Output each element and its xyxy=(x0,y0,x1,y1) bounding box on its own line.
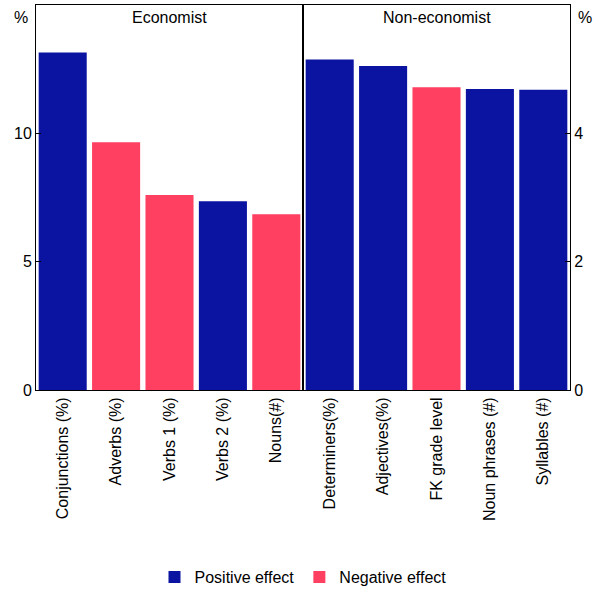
svg-text:4: 4 xyxy=(574,125,583,142)
svg-text:Noun phrases (#): Noun phrases (#) xyxy=(481,397,498,521)
svg-text:%: % xyxy=(14,9,28,26)
svg-text:Conjunctions (%): Conjunctions (%) xyxy=(54,397,71,519)
svg-text:0: 0 xyxy=(574,382,583,399)
svg-text:Verbs 2 (%): Verbs 2 (%) xyxy=(214,397,231,481)
svg-text:Negative effect: Negative effect xyxy=(339,569,446,586)
svg-text:Verbs 1 (%): Verbs 1 (%) xyxy=(161,397,178,481)
svg-text:5: 5 xyxy=(23,253,32,270)
svg-text:%: % xyxy=(578,9,592,26)
svg-text:Syllables (#): Syllables (#) xyxy=(535,397,552,485)
svg-text:Positive effect: Positive effect xyxy=(195,569,295,586)
svg-text:Economist: Economist xyxy=(132,9,207,26)
svg-text:2: 2 xyxy=(574,253,583,270)
svg-text:10: 10 xyxy=(14,125,32,142)
svg-text:Non-economist: Non-economist xyxy=(383,9,491,26)
svg-text:0: 0 xyxy=(23,382,32,399)
svg-text:FK grade level: FK grade level xyxy=(428,397,445,500)
svg-text:Nouns(#): Nouns(#) xyxy=(268,397,285,463)
svg-text:Determiners(%): Determiners(%) xyxy=(321,397,338,509)
svg-text:Adverbs (%): Adverbs (%) xyxy=(107,397,124,485)
svg-text:Adjectives(%): Adjectives(%) xyxy=(374,397,391,495)
